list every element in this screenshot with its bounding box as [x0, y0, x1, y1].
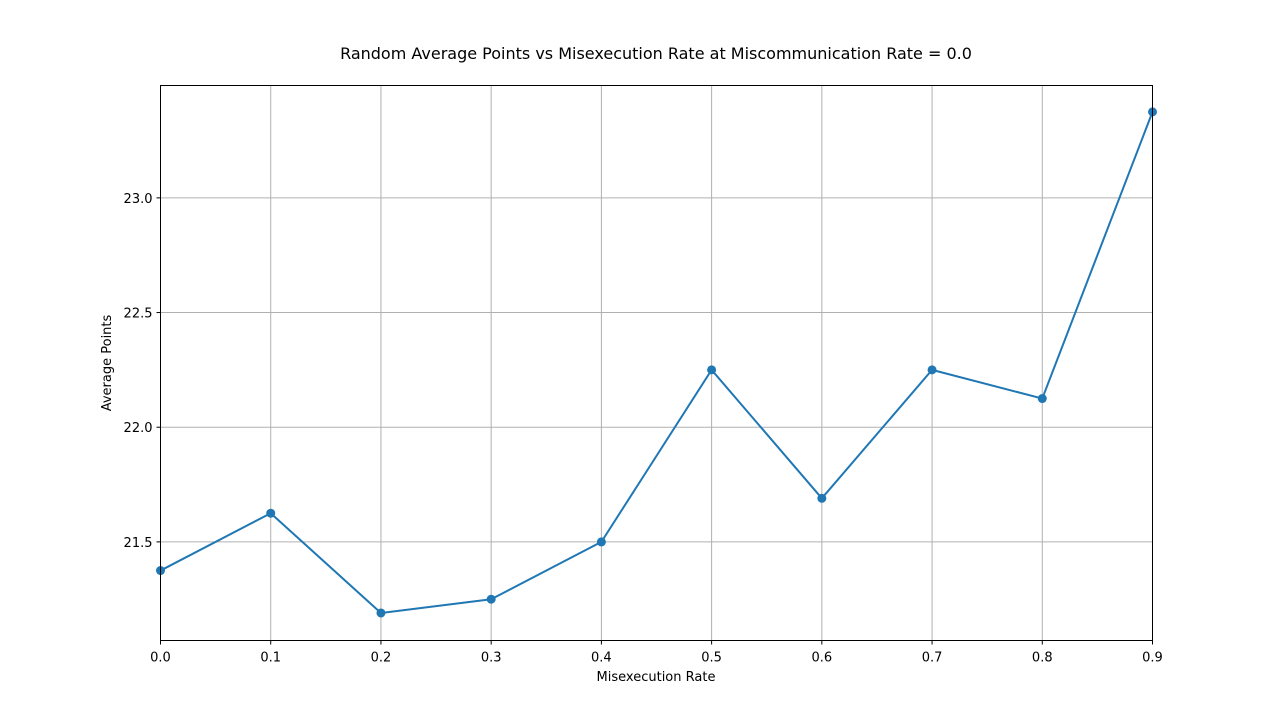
x-tick-label: 0.5: [701, 651, 722, 666]
y-tick-label: 21.5: [124, 536, 153, 551]
series-group: [156, 107, 1157, 618]
y-tick-label: 22.5: [124, 307, 153, 322]
data-point: [266, 508, 276, 518]
x-tick-label: 0.4: [591, 651, 612, 666]
x-tick-label: 0.6: [811, 651, 832, 666]
series-line: [160, 111, 1154, 614]
plot-frame: [160, 85, 1153, 641]
x-tick-label: 0.1: [260, 651, 281, 666]
data-point: [707, 365, 717, 375]
data-point: [1037, 394, 1047, 404]
x-tick-label: 0.0: [150, 651, 171, 666]
x-axis: 0.0 0.1 0.2 0.3 0.4 0.5 0.6 0.7 0.8 0.9: [150, 640, 1163, 666]
data-point: [376, 608, 386, 618]
y-tick-label: 23.0: [124, 192, 153, 207]
y-tick-label: 22.0: [124, 421, 153, 436]
x-tick-label: 0.3: [481, 651, 502, 666]
data-point: [817, 493, 827, 503]
chart-title: Random Average Points vs Misexecution Ra…: [340, 44, 972, 63]
x-axis-label: Misexecution Rate: [597, 670, 716, 685]
y-axis: 21.5 22.0 22.5 23.0: [124, 192, 161, 551]
data-point: [927, 365, 937, 375]
data-point: [486, 594, 496, 604]
x-tick-label: 0.8: [1032, 651, 1053, 666]
x-tick-label: 0.9: [1142, 651, 1163, 666]
data-point: [596, 537, 606, 547]
grid: [160, 85, 1153, 641]
x-tick-label: 0.7: [922, 651, 943, 666]
x-tick-label: 0.2: [371, 651, 392, 666]
y-axis-label: Average Points: [100, 314, 115, 411]
